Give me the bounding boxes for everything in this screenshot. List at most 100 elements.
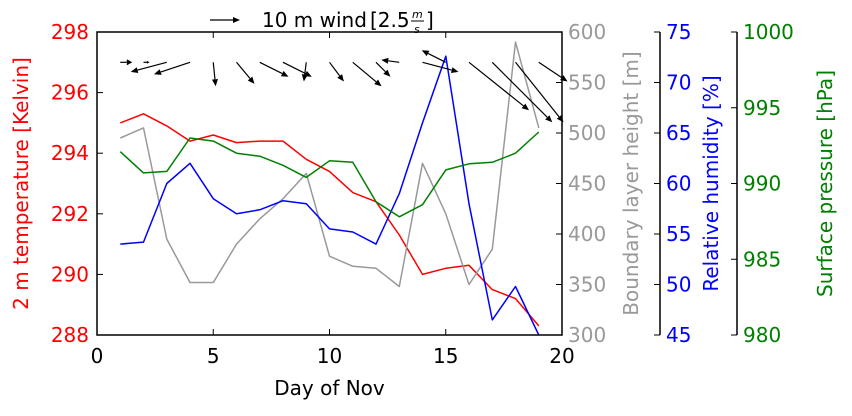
wind-arrow-head xyxy=(421,50,430,57)
wind-arrow-head xyxy=(126,59,133,66)
data-point-sp xyxy=(538,131,540,133)
y-tick-label-rh: 75 xyxy=(666,20,691,44)
wind-arrow-shaft xyxy=(375,61,386,73)
y-axis-label-sp: Surface pressure [hPa] xyxy=(813,70,837,297)
y-tick-label-rh: 50 xyxy=(666,273,691,297)
y-tick-label-temp: 290 xyxy=(51,262,89,286)
y-tick-label-rh: 65 xyxy=(666,121,691,145)
x-axis-label: Day of Nov xyxy=(274,376,385,400)
y-tick-label-temp: 298 xyxy=(51,20,89,44)
data-point-temp xyxy=(352,191,354,193)
y-tick-label-temp: 294 xyxy=(51,141,89,165)
series-line-rh xyxy=(120,55,540,336)
data-point-blh xyxy=(491,248,493,250)
data-point-rh xyxy=(189,162,191,164)
data-point-sp xyxy=(491,161,493,163)
data-point-temp xyxy=(421,273,423,275)
wind-arrow-shaft xyxy=(259,61,283,75)
y-tick-label-rh: 55 xyxy=(666,222,691,246)
y-tick-label-rh: 45 xyxy=(666,323,691,347)
data-point-rh xyxy=(212,198,214,200)
data-point-temp xyxy=(328,170,330,172)
series-line-sp xyxy=(119,131,540,218)
x-tick-label: 20 xyxy=(549,344,574,368)
wind-arrow xyxy=(236,61,255,84)
wind-arrow xyxy=(352,61,382,87)
data-point-blh xyxy=(259,218,261,220)
y-tick-label-blh: 600 xyxy=(568,20,606,44)
x-tick-label: 0 xyxy=(91,344,104,368)
data-point-blh xyxy=(445,213,447,215)
wind-arrow xyxy=(120,59,133,66)
data-point-sp xyxy=(445,169,447,171)
y-tick-label-blh: 350 xyxy=(568,273,606,297)
data-point-rh xyxy=(259,209,261,211)
y-tick-label-sp: 995 xyxy=(743,96,781,120)
data-point-temp xyxy=(305,158,307,160)
y-tick-label-blh: 500 xyxy=(568,121,606,145)
data-point-sp xyxy=(328,160,330,162)
data-point-temp xyxy=(142,113,144,115)
data-point-sp xyxy=(119,151,121,153)
wind-arrow-head xyxy=(450,67,459,73)
data-point-blh xyxy=(328,255,330,257)
data-point-temp xyxy=(538,325,540,327)
data-point-temp xyxy=(166,125,168,127)
data-point-rh xyxy=(166,182,168,184)
y-tick-label-temp: 296 xyxy=(51,81,89,105)
wind-arrow-shaft xyxy=(352,61,377,83)
x-tick-label: 10 xyxy=(317,344,342,368)
data-point-temp xyxy=(259,140,261,142)
y-tick-label-sp: 1000 xyxy=(743,20,794,44)
y-tick-label-blh: 400 xyxy=(568,222,606,246)
wind-arrow-shaft xyxy=(212,62,216,80)
y-tick-label-sp: 990 xyxy=(743,172,781,196)
data-point-blh xyxy=(212,281,214,283)
wind-arrow-head xyxy=(280,70,289,77)
data-point-temp xyxy=(491,288,493,290)
wind-arrow-head xyxy=(301,74,308,82)
data-point-sp xyxy=(212,140,214,142)
data-point-sp xyxy=(421,204,423,206)
data-point-rh xyxy=(375,243,377,245)
y-tick-label-sp: 980 xyxy=(743,323,781,347)
wind-arrow-shaft xyxy=(160,61,191,73)
data-point-rh xyxy=(491,319,493,321)
data-point-rh xyxy=(352,231,354,233)
wind-arrow-shaft xyxy=(388,60,400,63)
data-point-sp xyxy=(142,172,144,174)
wind-arrow xyxy=(422,61,459,73)
wind-arrow xyxy=(468,61,529,111)
data-point-temp xyxy=(398,234,400,236)
wind-legend-label: 10 m wind xyxy=(262,8,367,32)
wind-arrow xyxy=(130,61,167,73)
wind-arrow-head xyxy=(154,69,162,75)
data-point-rh xyxy=(468,203,470,205)
data-point-blh xyxy=(305,172,307,174)
data-point-sp xyxy=(189,137,191,139)
wind-arrow-shaft xyxy=(304,62,307,75)
wind-legend-scale: [2.5 xyxy=(370,8,410,32)
wind-arrow-shaft xyxy=(515,61,560,118)
wind-arrow-head xyxy=(233,17,240,23)
wind-arrow-head xyxy=(521,103,529,111)
wind-arrow-head xyxy=(337,74,344,82)
wind-arrow xyxy=(375,61,391,77)
data-point-blh xyxy=(235,243,237,245)
data-point-rh xyxy=(421,122,423,124)
data-point-rh xyxy=(142,241,144,243)
data-point-blh xyxy=(538,127,540,129)
wind-arrow xyxy=(301,62,308,82)
data-point-temp xyxy=(212,134,214,136)
data-point-rh xyxy=(445,55,447,57)
wind-legend-unit-den: s xyxy=(414,23,420,36)
data-point-temp xyxy=(235,141,237,143)
wind-arrow-shaft xyxy=(427,52,447,63)
wind-arrow-shaft xyxy=(282,61,306,75)
x-tick-label: 15 xyxy=(433,344,458,368)
wind-arrow xyxy=(154,61,191,75)
wind-arrow-shaft xyxy=(236,61,251,79)
data-point-rh xyxy=(398,192,400,194)
